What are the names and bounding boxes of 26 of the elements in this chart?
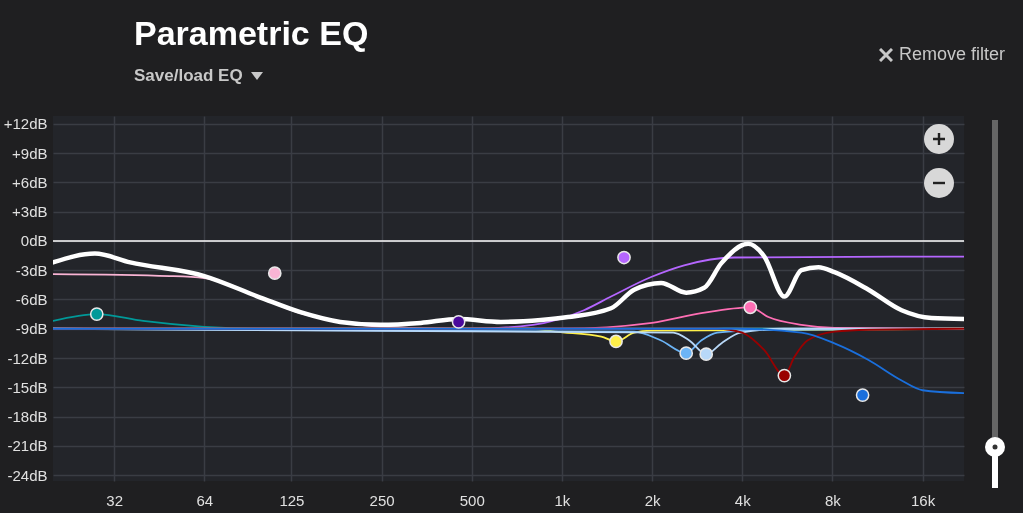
x-tick-label: 125	[279, 491, 305, 509]
x-tick-label: 8k	[824, 491, 842, 509]
x-tick-label: 64	[196, 491, 214, 509]
x-tick-label: 32	[106, 491, 123, 509]
y-tick-label: +12dB	[3, 115, 48, 133]
text: Save/load EQ	[134, 66, 243, 86]
y-tick-label: -15dB	[7, 378, 48, 396]
x-tick-label: 2k	[644, 491, 661, 509]
x-tick-label: 4k	[734, 491, 752, 509]
y-tick-label: -3dB	[15, 261, 48, 279]
y-tick-label: +3dB	[12, 203, 48, 221]
y-tick-label: 0dB	[20, 232, 48, 250]
y-tick-label: -21dB	[7, 437, 48, 455]
x-tick-label: 250	[369, 491, 395, 509]
y-tick-label: -18dB	[7, 408, 48, 426]
chart-title: Parametric EQ	[134, 14, 369, 53]
x-tick-label: 16k	[910, 491, 936, 509]
y-tick-label: -24dB	[7, 466, 48, 484]
y-tick-label: -6dB	[15, 290, 48, 308]
x-tick-label: 500	[459, 491, 485, 509]
y-tick-label: +9dB	[12, 144, 48, 162]
x-tick-label: 1k	[554, 491, 571, 509]
y-tick-label: -9dB	[15, 320, 48, 338]
text: Remove filter	[898, 44, 1005, 65]
y-tick-label: -12dB	[7, 349, 48, 367]
y-tick-label: +6dB	[12, 173, 48, 191]
